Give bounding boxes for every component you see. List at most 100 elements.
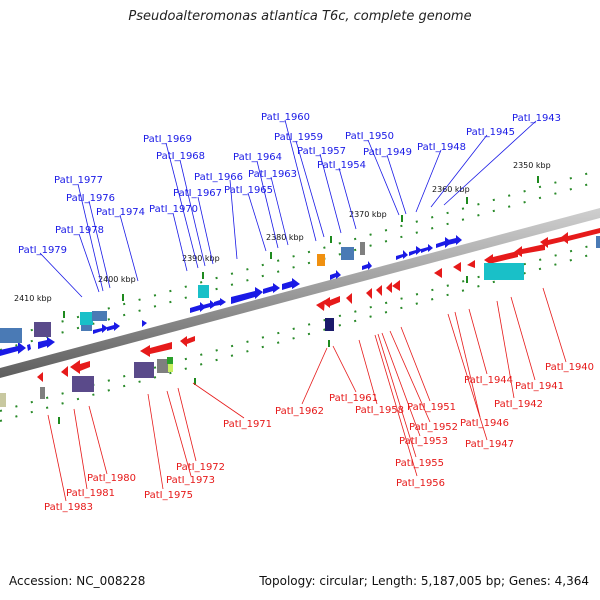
reverse-gene-box <box>134 362 154 378</box>
gene-label-reverse: PatI_1952 <box>409 422 458 433</box>
gene-label-forward: PatI_1950 <box>345 131 394 142</box>
forward-gene <box>27 344 31 351</box>
reverse-gene <box>540 236 565 248</box>
gene-label-reverse: PatI_1942 <box>494 399 543 410</box>
forward-gene <box>330 270 341 280</box>
gene-label-reverse: PatI_1972 <box>176 462 225 473</box>
forward-gene-box <box>0 328 22 343</box>
reverse-gene-box <box>40 387 45 399</box>
reverse-gene <box>316 300 325 311</box>
reverse-gene <box>467 260 475 268</box>
gene-label-reverse: PatI_1975 <box>144 490 193 501</box>
reverse-gene <box>37 372 43 382</box>
reverse-gene <box>61 366 68 377</box>
gene-label-forward: PatI_1945 <box>466 127 515 138</box>
gene-label-reverse: PatI_1980 <box>87 473 136 484</box>
reverse-leaders <box>47 287 567 502</box>
reverse-gene-box <box>484 263 524 280</box>
gene-label-forward: PatI_1978 <box>55 225 104 236</box>
forward-gene <box>142 320 147 327</box>
forward-gene <box>282 278 300 290</box>
reverse-gene <box>376 285 382 296</box>
forward-gene <box>190 302 206 313</box>
gene-label-forward: PatI_1963 <box>248 169 297 180</box>
gene-label-forward: PatI_1959 <box>274 132 323 143</box>
gene-label-reverse: PatI_1983 <box>44 502 93 513</box>
gene-label-reverse: PatI_1973 <box>166 475 215 486</box>
gene-label-forward: PatI_1974 <box>96 207 145 218</box>
gene-label-reverse: PatI_1946 <box>460 418 509 429</box>
gene-label-reverse: PatI_1971 <box>223 419 272 430</box>
gene-label-forward: PatI_1970 <box>149 204 198 215</box>
scale-label: 2410 kbp <box>14 294 52 303</box>
forward-gene <box>214 298 226 306</box>
forward-gene <box>38 337 55 349</box>
reverse-gene <box>484 251 518 266</box>
gene-label-forward: PatI_1954 <box>317 160 366 171</box>
forward-gene-box <box>80 312 93 325</box>
map-title: Pseudoalteromonas atlantica T6c, complet… <box>128 9 472 24</box>
forward-gene <box>409 246 422 256</box>
gene-label-forward: PatI_1964 <box>233 152 282 163</box>
reverse-gene <box>453 262 461 272</box>
gene-label-reverse: PatI_1958 <box>355 405 404 416</box>
reverse-gene <box>140 342 172 357</box>
reverse-gene <box>514 244 545 257</box>
reverse-gene <box>386 282 392 293</box>
reverse-gene-box <box>325 318 334 331</box>
gene-label-forward: PatI_1979 <box>18 245 67 256</box>
scale-label: 2380 kbp <box>266 233 304 242</box>
scale-labels: 2350 kbp 2360 kbp 2370 kbp 2380 kbp 2390… <box>14 161 551 303</box>
gene-label-reverse: PatI_1941 <box>515 381 564 392</box>
forward-gene <box>231 287 263 304</box>
gene-label-forward: PatI_1968 <box>156 151 205 162</box>
reverse-gene-box <box>157 359 169 373</box>
forward-labels: PatI_1943 PatI_1945 PatI_1948 PatI_1949 … <box>18 112 561 256</box>
forward-gene <box>203 300 216 309</box>
forward-gene <box>448 235 462 245</box>
reverse-gene-box <box>168 364 173 372</box>
forward-gene-box <box>92 311 107 321</box>
gene-label-forward: PatI_1957 <box>297 146 346 157</box>
major-ticks <box>58 176 539 424</box>
scale-label: 2370 kbp <box>349 210 387 219</box>
reverse-gene <box>322 296 340 308</box>
forward-gene-box <box>198 285 209 298</box>
forward-gene <box>362 261 372 270</box>
forward-gene-box <box>81 325 92 331</box>
gene-label-forward: PatI_1960 <box>261 112 310 123</box>
gene-label-forward: PatI_1949 <box>363 147 412 158</box>
gene-label-reverse: PatI_1951 <box>407 402 456 413</box>
forward-leaders <box>39 119 537 298</box>
gene-label-forward: PatI_1943 <box>512 113 561 124</box>
gene-label-reverse: PatI_1947 <box>465 439 514 450</box>
gene-label-reverse: PatI_1953 <box>399 436 448 447</box>
reverse-gene <box>560 228 600 244</box>
forward-gene <box>263 283 280 294</box>
scale-label: 2350 kbp <box>513 161 551 170</box>
genome-backbone <box>0 208 600 378</box>
forward-gene-box <box>360 242 365 255</box>
gene-label-forward: PatI_1965 <box>224 185 273 196</box>
gene-label-reverse: PatI_1961 <box>329 393 378 404</box>
forward-gene-box <box>317 254 325 266</box>
reverse-gene-box <box>72 376 94 392</box>
reverse-gene-box <box>0 393 6 407</box>
reverse-gene <box>346 293 352 304</box>
scale-label: 2400 kbp <box>98 275 136 284</box>
gene-label-forward: PatI_1967 <box>173 188 222 199</box>
genome-stats-text: Topology: circular; Length: 5,187,005 bp… <box>259 574 589 588</box>
forward-gene-box <box>341 247 354 260</box>
scale-label: 2390 kbp <box>182 254 220 263</box>
scale-label: 2360 kbp <box>432 185 470 194</box>
forward-gene <box>396 250 408 260</box>
gene-label-forward: PatI_1977 <box>54 175 103 186</box>
reverse-labels: PatI_1940 PatI_1941 PatI_1942 PatI_1944 … <box>44 362 594 513</box>
forward-gene <box>93 324 108 334</box>
gene-label-forward: PatI_1948 <box>417 142 466 153</box>
accession-text: Accession: NC_008228 <box>9 574 146 588</box>
gene-label-forward: PatI_1969 <box>143 134 192 145</box>
gene-label-reverse: PatI_1955 <box>395 458 444 469</box>
reverse-gene-box <box>596 236 600 248</box>
gene-label-forward: PatI_1976 <box>66 193 115 204</box>
